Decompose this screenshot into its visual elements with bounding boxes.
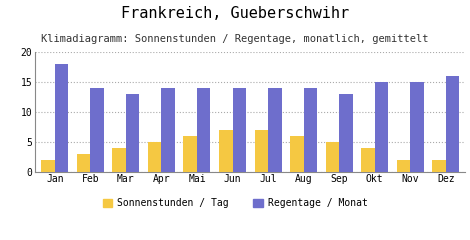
Bar [304,88,317,172]
Bar [55,64,68,172]
Bar [148,142,161,172]
Text: Copyright (C) 2010 sonnenlaender.de: Copyright (C) 2010 sonnenlaender.de [141,226,329,235]
Bar [126,94,140,172]
Bar [233,88,246,172]
Bar [90,88,104,172]
Text: Klimadiagramm: Sonnenstunden / Regentage, monatlich, gemittelt: Klimadiagramm: Sonnenstunden / Regentage… [41,34,429,44]
Bar [446,76,459,172]
Bar [397,160,410,172]
Bar [161,88,175,172]
Bar [410,82,424,172]
Bar [219,130,233,172]
Text: Frankreich, Gueberschwihr: Frankreich, Gueberschwihr [121,6,349,21]
Bar [290,136,304,172]
Bar [255,130,268,172]
Bar [432,160,446,172]
Bar [361,148,375,172]
Bar [77,154,90,172]
Bar [197,88,211,172]
Bar [375,82,388,172]
Bar [41,160,55,172]
Legend: Sonnenstunden / Tag, Regentage / Monat: Sonnenstunden / Tag, Regentage / Monat [99,195,371,212]
Bar [339,94,352,172]
Bar [268,88,282,172]
Bar [326,142,339,172]
Bar [112,148,126,172]
Bar [183,136,197,172]
